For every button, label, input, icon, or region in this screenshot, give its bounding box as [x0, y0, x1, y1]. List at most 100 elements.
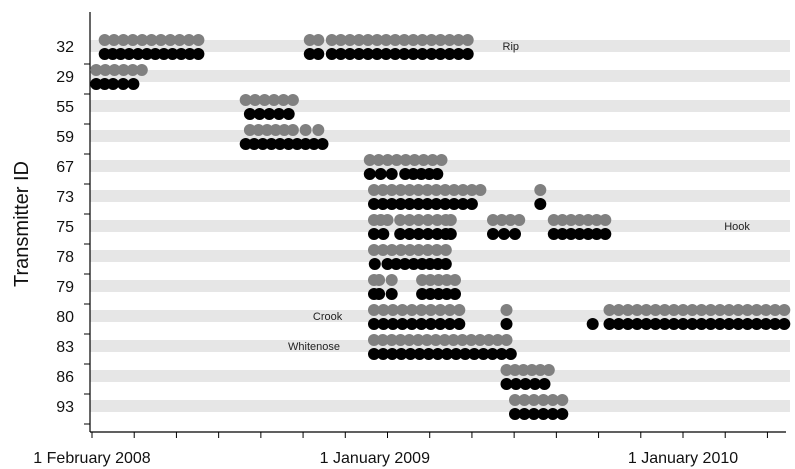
gray-detection-point [268, 94, 280, 106]
gray-detection-point [403, 244, 416, 256]
black-detection-point [459, 348, 472, 360]
black-detection-point [127, 78, 140, 90]
black-detection-point [403, 198, 416, 210]
row-band [90, 100, 790, 112]
gray-detection-point [449, 274, 461, 286]
gray-detection-point [421, 184, 434, 196]
gray-detection-point [385, 244, 398, 256]
gray-detection-point [398, 34, 411, 46]
gray-detection-point [504, 214, 517, 226]
gray-detection-point [447, 334, 460, 346]
black-detection-point [166, 48, 179, 60]
detection-marks [90, 34, 791, 420]
black-detection-point [381, 258, 394, 270]
row-band [90, 70, 790, 82]
black-detection-point [621, 318, 634, 330]
y-tick-label: 78 [56, 249, 74, 266]
black-detection-point [123, 48, 136, 60]
gray-detection-point [394, 334, 407, 346]
black-detection-point [518, 408, 531, 420]
black-detection-point [547, 228, 560, 240]
black-detection-point [461, 48, 474, 60]
gray-detection-point [372, 154, 385, 166]
annotation-label: Rip [503, 41, 520, 53]
gray-detection-point [695, 304, 708, 316]
gray-detection-point [334, 34, 347, 46]
black-detection-point [443, 48, 456, 60]
gray-detection-point [98, 34, 111, 46]
gray-detection-point [426, 154, 439, 166]
black-detection-point [487, 228, 499, 240]
black-detection-point [640, 318, 653, 330]
black-detection-point [498, 228, 510, 240]
gray-detection-point [303, 34, 316, 46]
row-band [90, 400, 790, 412]
black-detection-point [416, 288, 429, 300]
black-detection-point [192, 48, 205, 60]
gray-detection-point [452, 34, 465, 46]
gray-detection-point [704, 304, 717, 316]
gray-detection-point [173, 34, 186, 46]
gray-detection-point [640, 304, 653, 316]
black-detection-point [778, 318, 791, 330]
gray-detection-point [732, 304, 745, 316]
gray-detection-point [183, 34, 195, 46]
gray-detection-point [430, 244, 443, 256]
black-detection-point [439, 198, 452, 210]
gray-detection-point [582, 214, 595, 226]
y-tick-label: 75 [56, 219, 74, 236]
gray-detection-point [421, 334, 433, 346]
gray-detection-point [439, 184, 452, 196]
black-detection-point [394, 198, 407, 210]
gray-detection-point [164, 34, 177, 46]
black-detection-point [377, 318, 390, 330]
row-band [90, 130, 790, 142]
black-detection-point [368, 228, 380, 240]
gray-detection-point [243, 124, 256, 136]
black-detection-point [431, 228, 444, 240]
gray-detection-point [686, 304, 699, 316]
gray-detection-point [513, 214, 526, 226]
gray-detection-point [713, 304, 726, 316]
black-detection-point [430, 198, 443, 210]
black-detection-point [117, 78, 130, 90]
row-band [90, 190, 790, 202]
y-axis-title: Transmitter ID [11, 161, 33, 287]
gray-detection-point [192, 34, 205, 46]
y-tick-label: 59 [56, 129, 74, 146]
gray-detection-point [403, 184, 416, 196]
black-detection-point [377, 228, 390, 240]
gray-detection-point [424, 274, 437, 286]
black-detection-point [248, 138, 261, 150]
gray-detection-point [769, 304, 782, 316]
gray-detection-point [425, 34, 438, 46]
black-detection-point [386, 318, 399, 330]
gray-detection-point [534, 184, 547, 196]
black-detection-point [440, 288, 453, 300]
black-detection-point [556, 228, 569, 240]
gray-detection-point [547, 214, 560, 226]
gray-detection-point [363, 154, 376, 166]
gray-detection-point [90, 64, 103, 76]
black-detection-point [667, 318, 680, 330]
black-detection-point [434, 48, 447, 60]
black-detection-point [363, 168, 376, 180]
black-detection-point [424, 318, 437, 330]
black-detection-point [465, 198, 478, 210]
gray-detection-point [573, 214, 586, 226]
gray-detection-point [277, 94, 290, 106]
black-detection-point [495, 348, 508, 360]
gray-detection-point [136, 34, 149, 46]
black-detection-point [565, 228, 577, 240]
gray-detection-point [249, 94, 262, 106]
black-detection-point [239, 138, 252, 150]
black-detection-point [282, 108, 295, 120]
black-detection-point [422, 348, 435, 360]
gray-detection-point [443, 304, 456, 316]
gray-detection-point [500, 364, 513, 376]
black-detection-point [312, 48, 325, 60]
gray-detection-point [621, 304, 634, 316]
black-detection-point [263, 108, 276, 120]
y-tick-label: 55 [56, 99, 74, 116]
black-detection-point [425, 48, 438, 60]
